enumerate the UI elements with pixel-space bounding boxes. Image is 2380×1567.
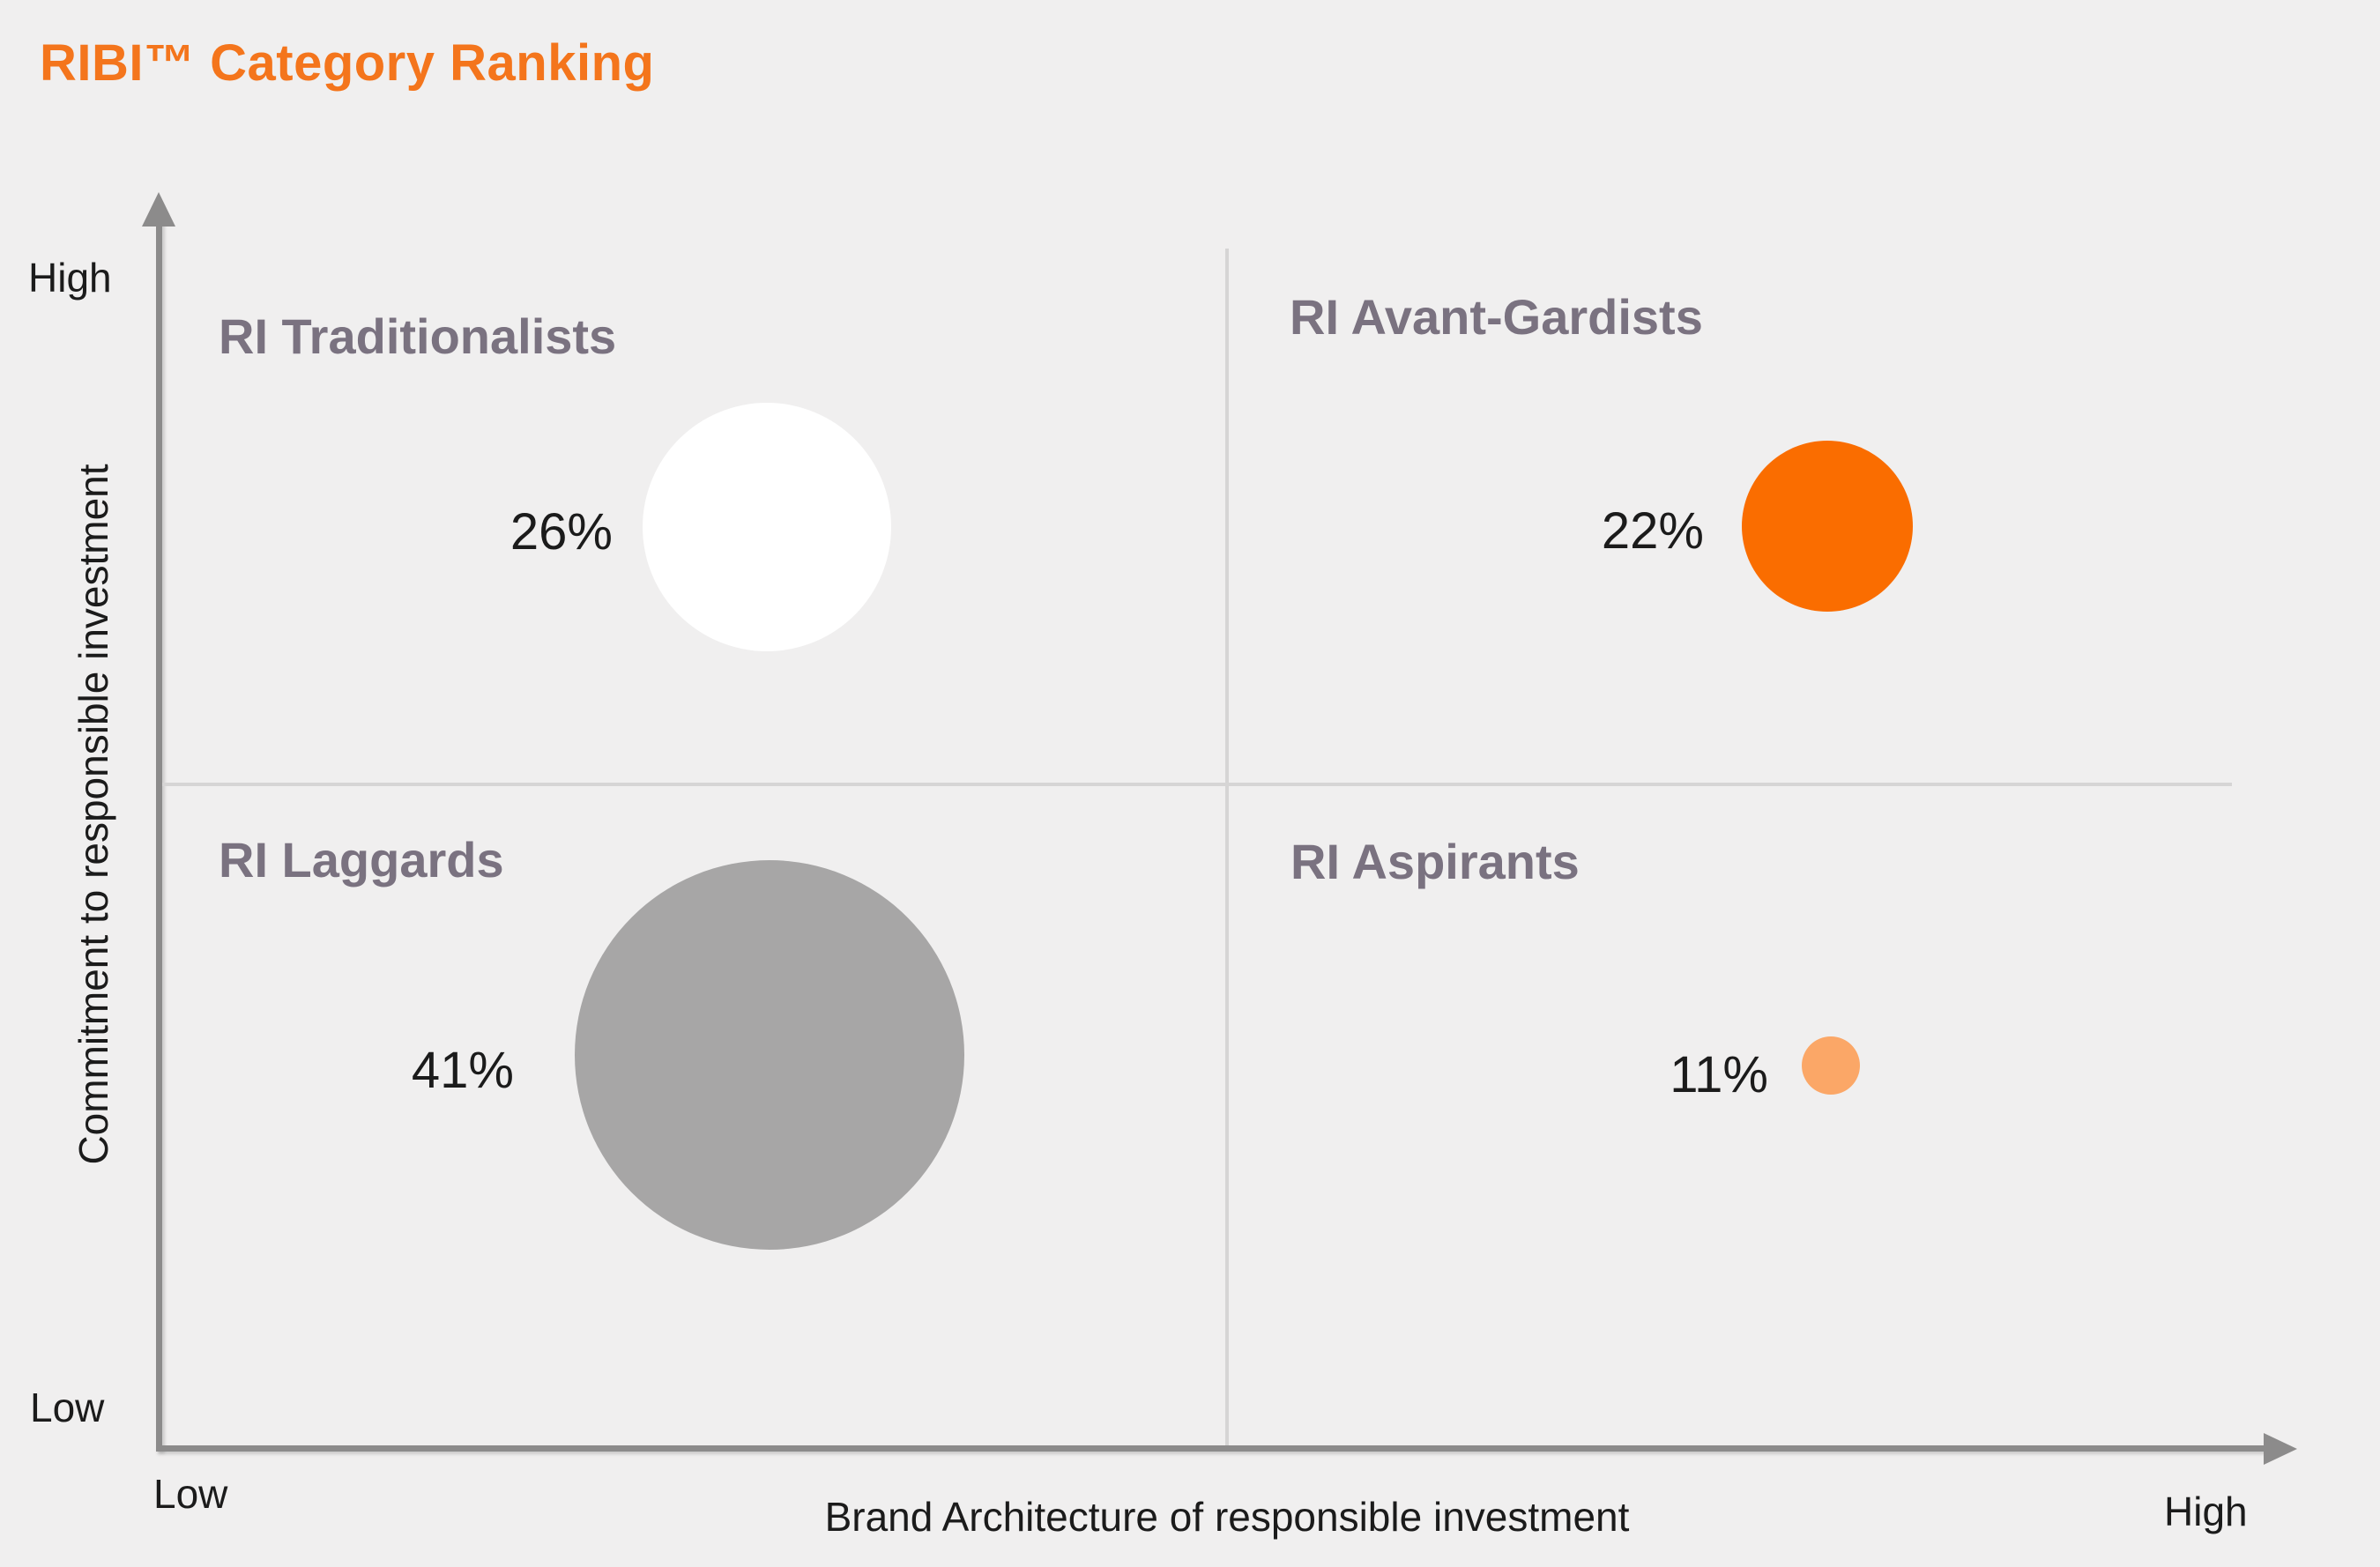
quadrant-label-top-right: RI Avant-Gardists xyxy=(1290,289,1703,345)
bubble-top-left xyxy=(643,403,891,651)
chart-title: RIBI™ Category Ranking xyxy=(40,34,655,92)
y-axis-low-label: Low xyxy=(30,1385,105,1430)
x-axis-title: Brand Architecture of responsible invest… xyxy=(824,1494,1630,1540)
x-axis-low-label: Low xyxy=(153,1471,228,1517)
bubble-value-label-bottom-right: 11% xyxy=(1670,1046,1768,1103)
quadrant-label-bottom-left: RI Laggards xyxy=(219,832,504,887)
quadrant-divider-horizontal xyxy=(162,783,2232,786)
bubble-value-label-bottom-left: 41% xyxy=(411,1042,514,1099)
x-axis-line xyxy=(156,1445,2265,1452)
y-axis-arrowhead-icon xyxy=(142,192,175,227)
y-axis-high-label: High xyxy=(28,255,112,301)
y-axis-line xyxy=(156,219,162,1452)
bubble-value-label-top-right: 22% xyxy=(1601,502,1704,560)
bubble-top-right xyxy=(1742,441,1913,612)
quadrant-divider-vertical xyxy=(1225,249,1229,1445)
bubble-bottom-right xyxy=(1802,1036,1860,1095)
quadrant-label-top-left: RI Traditionalists xyxy=(219,308,617,364)
quadrant-label-bottom-right: RI Aspirants xyxy=(1290,834,1580,889)
y-axis-title: Commitment to responsible investment xyxy=(71,464,116,1165)
bubble-bottom-left xyxy=(575,860,964,1250)
x-axis-high-label: High xyxy=(2164,1489,2248,1534)
bubble-value-label-top-left: 26% xyxy=(509,503,613,561)
x-axis-arrowhead-icon xyxy=(2264,1433,2297,1465)
